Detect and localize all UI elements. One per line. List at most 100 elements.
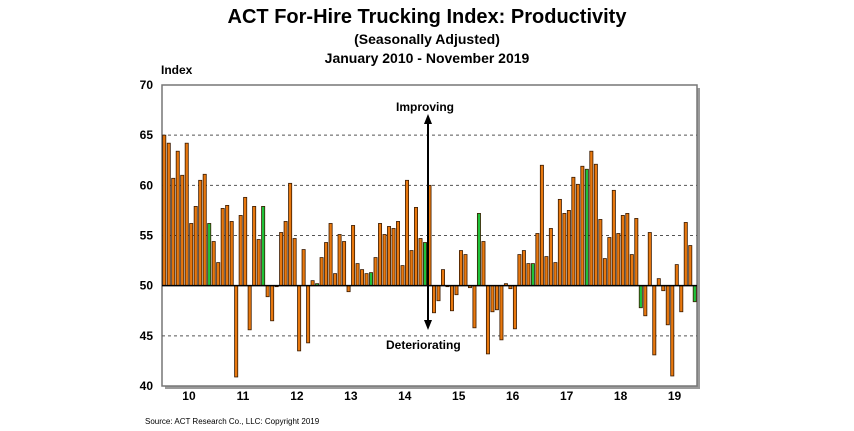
bar <box>211 241 216 287</box>
bar <box>476 213 481 287</box>
bar <box>175 150 180 287</box>
bar <box>342 241 347 287</box>
bar <box>355 263 360 287</box>
bar <box>598 219 603 287</box>
bar <box>643 285 648 317</box>
bar <box>198 179 203 287</box>
bar <box>490 285 495 313</box>
bar <box>378 223 383 287</box>
bar <box>292 238 297 287</box>
chart-subtitle: (Seasonally Adjusted) <box>354 31 500 47</box>
bar <box>526 263 531 287</box>
x-tick-label: 18 <box>614 389 628 403</box>
chart-period: January 2010 - November 2019 <box>324 50 530 66</box>
bar <box>301 249 306 287</box>
bar <box>414 207 418 287</box>
bar <box>557 198 562 287</box>
bar <box>485 285 490 355</box>
bar <box>494 285 499 311</box>
bar <box>607 237 612 287</box>
bar <box>216 262 221 287</box>
source-note: Source: ACT Research Co., LLC: Copyright… <box>145 417 320 426</box>
bar <box>584 168 589 287</box>
bar <box>512 285 517 330</box>
x-tick-label: 11 <box>237 389 250 403</box>
bar <box>423 242 427 287</box>
bar <box>517 254 522 287</box>
x-tick-label: 10 <box>182 389 196 403</box>
bar <box>679 285 684 313</box>
bar <box>432 285 436 314</box>
bar <box>202 173 207 287</box>
bar <box>184 142 189 287</box>
bar <box>265 285 270 298</box>
bar <box>692 285 697 303</box>
chart-title: ACT For-Hire Trucking Index: Productivit… <box>227 6 627 28</box>
bar <box>441 269 445 287</box>
bar <box>665 285 670 326</box>
bar <box>571 176 576 287</box>
bar <box>171 177 176 287</box>
bar <box>351 225 356 287</box>
bar <box>652 285 657 356</box>
x-tick-label: 14 <box>398 389 412 403</box>
bar <box>288 182 293 287</box>
bar <box>575 183 580 287</box>
bar <box>674 264 679 287</box>
bar <box>620 215 625 287</box>
x-tick-label: 17 <box>560 389 574 403</box>
bar <box>373 257 378 287</box>
bar <box>297 285 302 352</box>
bar <box>688 245 693 287</box>
bar <box>436 285 441 302</box>
bar <box>337 234 342 287</box>
bar <box>247 285 252 331</box>
bar <box>162 134 167 287</box>
bar <box>405 179 409 287</box>
bar <box>611 189 616 287</box>
bar <box>360 269 365 287</box>
bar <box>180 174 185 287</box>
x-tick-label: 13 <box>344 389 358 403</box>
x-tick-label: 16 <box>506 389 520 403</box>
bar <box>306 285 311 344</box>
bar <box>539 164 544 287</box>
bar <box>602 258 607 287</box>
bar <box>638 285 643 309</box>
bar <box>625 213 630 287</box>
bar <box>193 206 198 287</box>
bar <box>270 285 275 322</box>
bar <box>319 257 324 287</box>
bar <box>580 165 585 287</box>
y-tick-label: 65 <box>140 128 154 142</box>
y-tick-label: 70 <box>140 78 154 92</box>
bar <box>369 272 374 287</box>
bar <box>566 210 571 287</box>
bar <box>346 285 351 293</box>
y-tick-label: 40 <box>140 379 154 393</box>
bar <box>450 285 454 312</box>
bar <box>521 250 526 287</box>
bar <box>238 215 243 287</box>
y-axis-label: Index <box>161 63 193 77</box>
bar <box>396 221 401 287</box>
bar <box>234 285 239 378</box>
bar <box>634 218 639 287</box>
bar <box>387 226 392 287</box>
x-tick-label: 15 <box>452 389 466 403</box>
improving-label: Improving <box>396 100 455 114</box>
y-tick-label: 45 <box>140 329 154 343</box>
bar <box>683 222 688 287</box>
bar <box>207 223 212 287</box>
bar <box>463 254 468 287</box>
bar <box>458 250 463 287</box>
bar <box>252 206 257 287</box>
bar <box>656 278 661 287</box>
bar <box>454 285 459 296</box>
deteriorating-label: Deteriorating <box>386 338 461 352</box>
bar <box>364 273 369 287</box>
y-tick-label: 55 <box>140 229 154 243</box>
bar <box>661 285 666 292</box>
bar <box>382 234 387 287</box>
